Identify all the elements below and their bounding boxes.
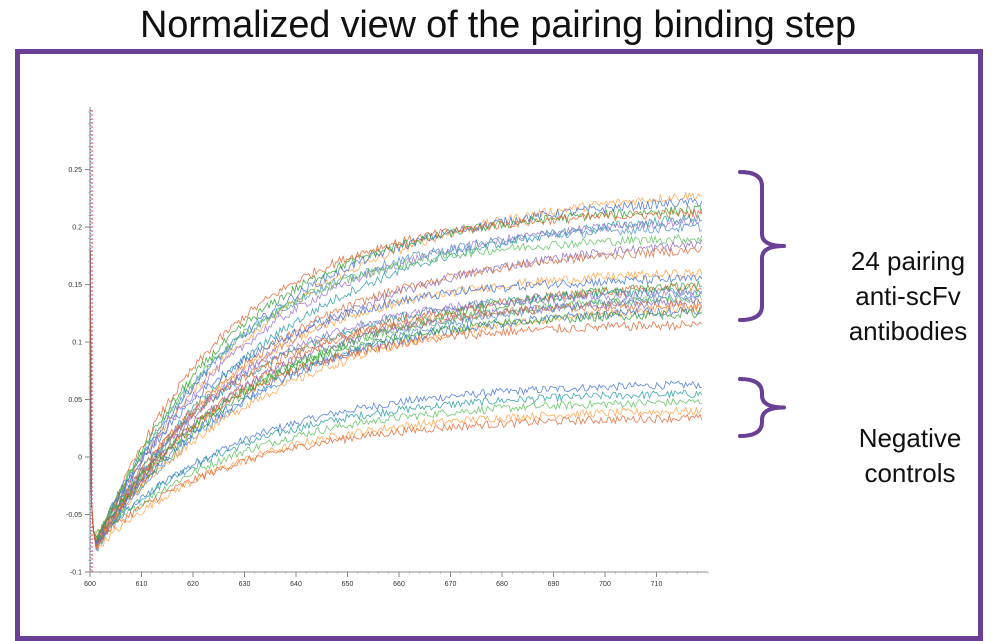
y-tick-label-6: 0.15 (68, 282, 82, 289)
x-tick-label-6: 650 (342, 581, 354, 588)
y-tick-label-3: 0 (78, 455, 82, 462)
pairing-line-15 (89, 249, 702, 540)
x-tick-label-12: 710 (651, 581, 663, 588)
x-tick-label-2: 610 (136, 581, 148, 588)
y-tick-label-8: 0.25 (68, 167, 82, 174)
y-tick-label-2: -0.05 (66, 512, 82, 519)
pairing-line-9 (89, 239, 703, 543)
negative-controls-annotation: Negative controls (830, 421, 990, 491)
pairing-line-2 (89, 197, 703, 545)
pairing-line-3 (89, 204, 703, 546)
pairing-annotation-line-3: antibodies (848, 316, 968, 346)
negative-control-line-5 (89, 249, 703, 544)
pairing-line-14 (89, 282, 702, 549)
pairing-line-22 (89, 306, 702, 543)
chart-title: Normalized view of the pairing binding s… (140, 4, 856, 46)
x-tick-label-3: 620 (187, 581, 199, 588)
pairing-line-24 (89, 295, 703, 548)
x-tick-label-4: 630 (239, 581, 251, 588)
pairing-line-5 (89, 213, 702, 553)
y-tick-label-7: 0.2 (72, 225, 82, 232)
pairing-line-4 (89, 209, 703, 547)
x-tick-label-7: 660 (393, 581, 405, 588)
negative-control-line-2 (89, 387, 703, 538)
x-tick-label-11: 700 (599, 581, 611, 588)
pairing-line-6 (89, 215, 702, 548)
x-tick-label-1: 600 (84, 581, 96, 588)
y-tick-label-4: 0.05 (68, 397, 82, 404)
sensorgram-plot: -0.1 -0.05 0 0.05 0.1 0.15 0.2 0.25 600 610 620 630… (66, 107, 786, 588)
negative-controls-brace (738, 377, 786, 438)
pairing-line-11 (89, 268, 703, 550)
pairing-line-12 (89, 273, 703, 538)
pairing-annotation-line-1: 24 pairing (850, 246, 966, 276)
pairing-line-20 (89, 249, 703, 542)
pairing-line-8 (89, 233, 703, 545)
y-tick-label-1: -0.1 (70, 570, 82, 577)
chart-frame: -0.1 -0.05 0 0.05 0.1 0.15 0.2 0.25 600 610 620 630… (15, 49, 983, 641)
x-tick-label-9: 680 (496, 581, 508, 588)
negative-control-line-1 (89, 380, 702, 545)
pairing-annotation-line-2: anti-scFv (855, 281, 961, 311)
negative-annotation-line-2: controls (864, 458, 956, 488)
y-tick-label-5: 0.1 (72, 340, 82, 347)
negative-control-line-3 (89, 341, 702, 545)
x-tick-label-8: 670 (445, 581, 457, 588)
negative-annotation-line-1: Negative (858, 423, 962, 453)
x-tick-label-5: 640 (290, 581, 302, 588)
x-tick-label-10: 690 (548, 581, 560, 588)
pairing-brace (738, 170, 786, 322)
pairing-annotation: 24 pairing anti-scFv antibodies (828, 244, 988, 349)
